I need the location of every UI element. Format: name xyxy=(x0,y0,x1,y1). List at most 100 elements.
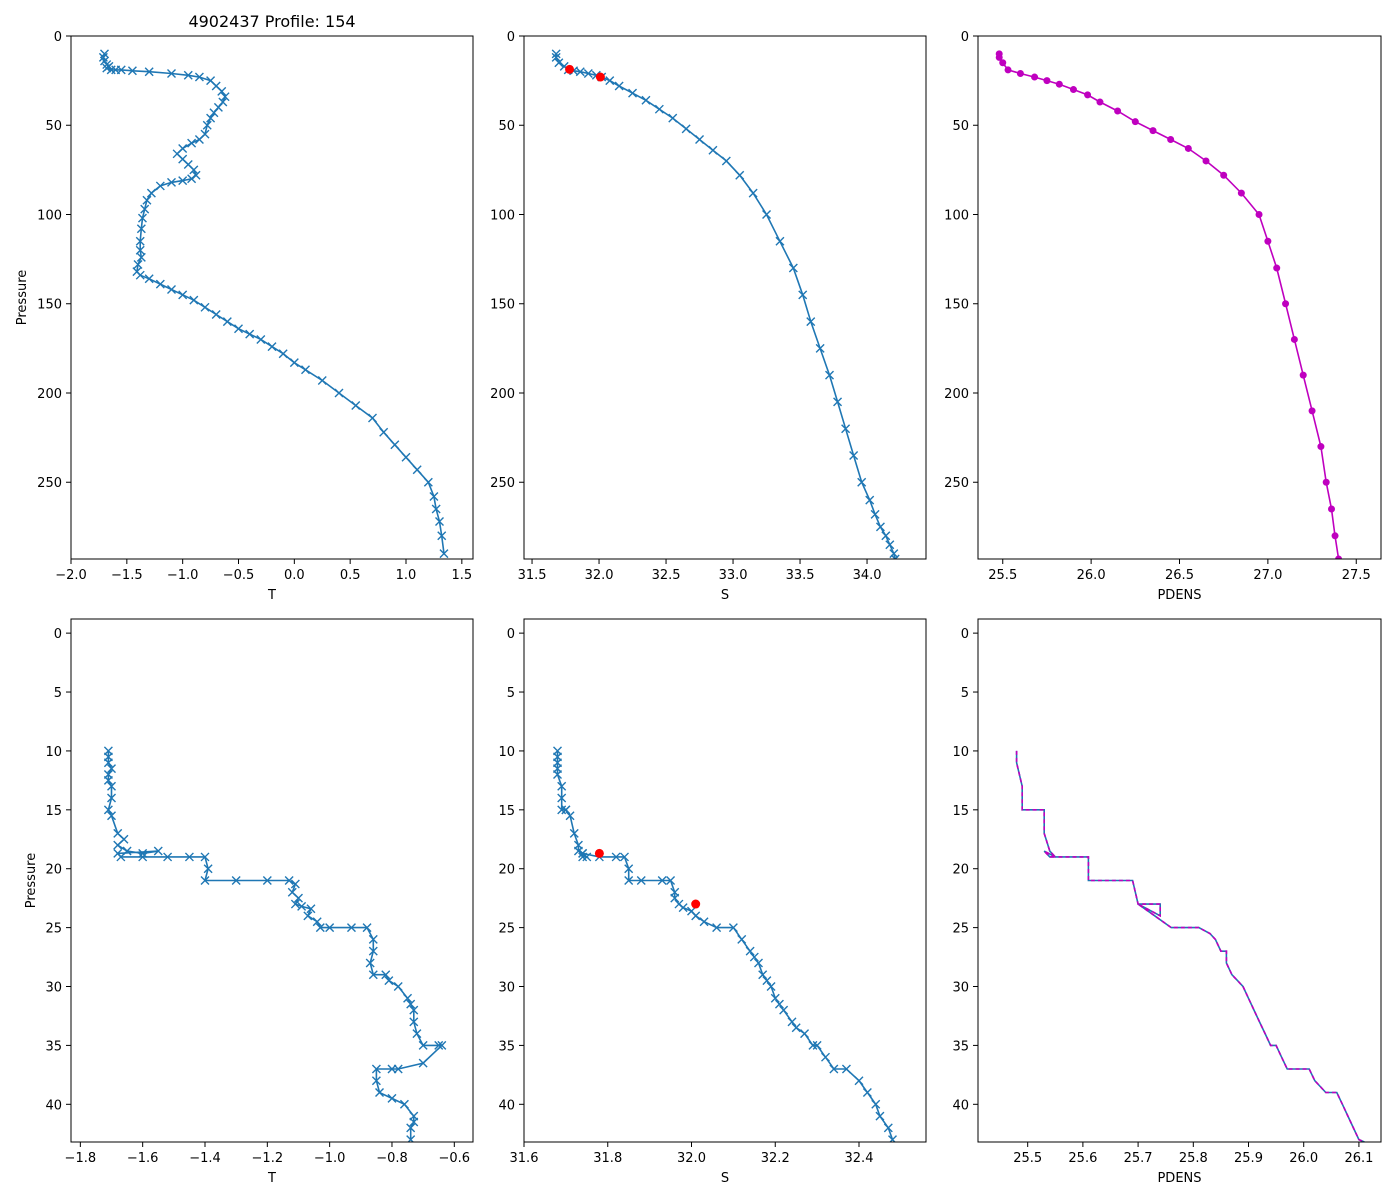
bottom-temperature-point xyxy=(368,934,378,944)
top-temperature-point xyxy=(136,252,146,262)
bottom-temperature-point xyxy=(406,1123,416,1133)
bottom-temperature-point xyxy=(113,840,123,850)
top-temperature-point xyxy=(317,376,327,385)
bottom-temperature-point xyxy=(203,864,213,874)
top-salinity-point xyxy=(806,317,816,327)
top-density-x-tick-label: 26.0 xyxy=(1077,568,1106,583)
bottom-salinity-point xyxy=(624,876,634,885)
top-density-x-tick-label: 27.5 xyxy=(1342,568,1371,583)
bottom-temperature-point xyxy=(346,923,356,933)
bottom-temperature-point xyxy=(371,1076,381,1086)
bottom-salinity-point xyxy=(808,1040,818,1050)
top-temperature-point xyxy=(256,334,266,344)
bottom-temperature-point xyxy=(200,876,210,885)
top-salinity-point xyxy=(641,95,651,105)
top-temperature-series-line xyxy=(102,53,445,554)
bottom-temperature-point xyxy=(406,999,416,1009)
bottom-density-y-tick-label: 35 xyxy=(952,1039,969,1054)
top-temperature-point xyxy=(200,302,210,312)
bottom-salinity-point xyxy=(829,1064,839,1074)
bottom-salinity-point xyxy=(854,1076,864,1086)
bottom-temperature-point xyxy=(107,781,117,791)
bottom-temperature-point xyxy=(107,811,117,821)
top-density-point xyxy=(995,53,1003,61)
top-temperature-point xyxy=(135,270,145,280)
top-salinity-x-tick-label: 33.0 xyxy=(719,568,748,583)
panels-layer: −2.0 −1.5 −1.0 −0.5 0.0 0.5 1.0 1.5050100150200… xyxy=(15,30,1382,1186)
top-salinity-point xyxy=(890,554,900,559)
bottom-salinity-point xyxy=(841,1064,851,1074)
top-temperature-x-tick-label: −2.0 xyxy=(55,568,87,583)
top-salinity-x-tick-label: 32.5 xyxy=(652,568,681,583)
top-salinity-point xyxy=(825,370,835,380)
bottom-salinity-y-tick-label: 10 xyxy=(498,745,515,760)
top-density-point xyxy=(1299,371,1307,379)
top-density-x-tick-label: 27.0 xyxy=(1253,568,1282,583)
bottom-temperature-y-tick-label: 35 xyxy=(45,1039,62,1054)
bottom-salinity-point xyxy=(553,769,562,779)
top-temperature-x-tick-label: −0.5 xyxy=(223,568,255,583)
top-salinity-y-tick-label: 50 xyxy=(498,119,515,134)
bottom-density-x-tick-label: 25.7 xyxy=(1124,1151,1153,1166)
bottom-density-x-tick-label: 25.5 xyxy=(1013,1151,1042,1166)
top-density-point xyxy=(1220,171,1228,179)
top-salinity-series-line xyxy=(555,53,896,559)
bottom-salinity-point xyxy=(871,1099,881,1109)
top-temperature-point xyxy=(116,65,126,75)
top-density-point xyxy=(1282,300,1290,308)
top-temperature-point xyxy=(135,236,145,246)
bottom-salinity-point xyxy=(728,923,738,933)
bottom-temperature-point xyxy=(381,970,391,980)
top-salinity-point xyxy=(654,104,664,114)
top-temperature-point xyxy=(127,66,137,76)
top-density-point xyxy=(1317,443,1325,451)
bottom-salinity-x-label: S xyxy=(721,1171,729,1186)
top-temperature-point xyxy=(222,317,232,327)
top-salinity-frame xyxy=(523,35,927,560)
top-density-plot-area xyxy=(995,50,1343,559)
bottom-density-series-line xyxy=(1015,750,1365,1142)
top-density-frame xyxy=(977,35,1382,560)
bottom-salinity-point xyxy=(883,1123,893,1133)
top-density-point xyxy=(1331,532,1339,540)
top-density-point xyxy=(1264,237,1272,245)
bottom-temperature-y-tick-label: 40 xyxy=(45,1098,62,1113)
top-temperature-point xyxy=(209,108,219,118)
top-density-y-tick-label: 50 xyxy=(952,119,969,134)
top-density-point xyxy=(1131,118,1139,126)
top-temperature-y-tick-label: 100 xyxy=(37,208,62,223)
bottom-temperature-point xyxy=(200,852,210,862)
bottom-temperature-point xyxy=(290,899,300,909)
bottom-salinity-y-tick-label: 25 xyxy=(498,922,515,937)
top-temperature-point xyxy=(412,465,422,475)
top-density-point xyxy=(1043,77,1051,85)
bottom-density-x-tick-label: 25.8 xyxy=(1179,1151,1208,1166)
bottom-temperature-point xyxy=(297,901,307,911)
bottom-salinity-point xyxy=(712,923,722,933)
top-salinity-y-tick-label: 200 xyxy=(490,387,515,402)
top-salinity-point xyxy=(849,450,859,460)
top-salinity-panel: 31.5 32.0 32.5 33.0 33.5 34.0 0 50 100 150 200 250 S xyxy=(490,30,927,603)
top-salinity-point xyxy=(735,170,745,180)
bottom-density-frame xyxy=(977,618,1382,1143)
bottom-salinity-y-tick-label: 15 xyxy=(498,804,515,819)
bottom-salinity-point xyxy=(770,993,780,1003)
top-temperature-point xyxy=(429,492,439,502)
top-density-x-tick-label: 26.5 xyxy=(1165,568,1194,583)
top-temperature-y-tick-label: 150 xyxy=(37,298,62,313)
top-temperature-x-tick-label: 0.0 xyxy=(284,568,305,583)
top-temperature-point xyxy=(183,70,193,80)
bottom-salinity-point xyxy=(779,1005,789,1015)
top-temperature-point xyxy=(155,279,165,289)
bottom-salinity-point xyxy=(624,864,634,874)
top-temperature-point xyxy=(187,174,197,184)
top-temperature-point xyxy=(178,290,188,300)
bottom-salinity-x-tick-label: 32.0 xyxy=(677,1151,706,1166)
bottom-density-y-tick-label: 0 xyxy=(961,627,969,642)
top-temperature-point xyxy=(351,400,361,410)
bottom-temperature-point xyxy=(418,1058,428,1068)
top-temperature-point xyxy=(136,224,146,234)
top-density-point xyxy=(999,59,1007,67)
bottom-salinity-point xyxy=(737,934,747,944)
top-temperature-point xyxy=(390,440,400,450)
